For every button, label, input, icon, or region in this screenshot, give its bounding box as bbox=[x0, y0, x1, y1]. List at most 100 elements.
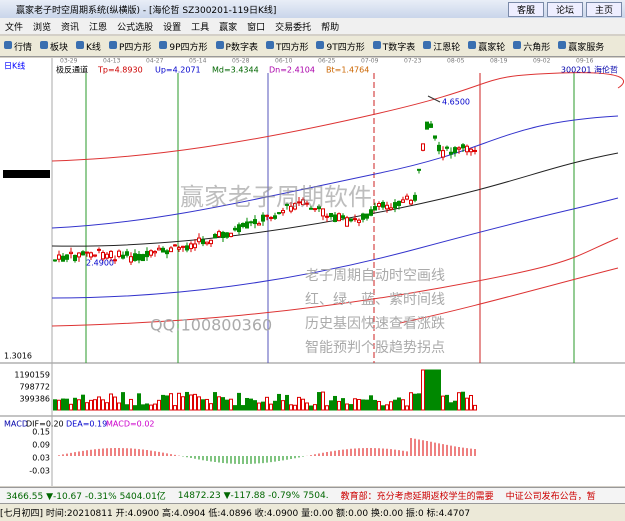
volume-bar bbox=[137, 393, 141, 411]
volume-bar bbox=[449, 402, 453, 411]
title-button[interactable]: 论坛 bbox=[546, 1, 583, 17]
candle bbox=[461, 144, 465, 149]
candle bbox=[401, 199, 405, 203]
ticker: 3466.55 ▼-10.67 -0.31% 5404.01亿 14872.23 … bbox=[0, 487, 625, 503]
date-label: 07-23 bbox=[404, 58, 422, 65]
menu-item[interactable]: 工具 bbox=[191, 22, 210, 33]
tool-button[interactable]: P数字表 bbox=[215, 40, 258, 53]
slogan: 历史基因快速查看涨跌 bbox=[305, 315, 445, 332]
volume-bar bbox=[141, 404, 145, 411]
tool-button[interactable]: 9T四方形 bbox=[316, 40, 365, 53]
menu-item[interactable]: 浏览 bbox=[33, 22, 52, 33]
candle bbox=[441, 150, 445, 158]
menu-item[interactable]: 帮助 bbox=[321, 22, 340, 33]
volume-bar bbox=[401, 399, 405, 411]
menu-item[interactable]: 公式选股 bbox=[117, 22, 154, 33]
volume-bar bbox=[333, 395, 337, 411]
menu-item[interactable]: 文件 bbox=[5, 22, 24, 33]
candle bbox=[289, 205, 293, 212]
volume-bar bbox=[405, 405, 409, 411]
time-lines bbox=[85, 73, 575, 363]
menu-item[interactable]: 窗口 bbox=[247, 22, 266, 33]
tool-button[interactable]: 赢家服务 bbox=[558, 40, 604, 53]
window-title: 赢家老子时空周期系统(纵横版) - [海伦哲 SZ300201-119日K线] bbox=[16, 5, 277, 16]
volume-bar bbox=[173, 405, 177, 411]
date-label: 07-09 bbox=[361, 58, 379, 65]
tool-button[interactable]: K线 bbox=[76, 40, 101, 53]
volume-bar bbox=[321, 391, 325, 411]
volume-bar bbox=[293, 404, 297, 411]
volume-bar bbox=[161, 394, 165, 411]
volume-bar bbox=[145, 403, 149, 411]
candle bbox=[105, 253, 109, 259]
slogan: 红、绿、蓝、紫时间线 bbox=[305, 292, 445, 308]
param: Bt=1.4764 bbox=[326, 66, 369, 75]
candle bbox=[341, 215, 345, 219]
volume-bar bbox=[269, 403, 273, 411]
menu-item[interactable]: 设置 bbox=[163, 22, 182, 33]
volume-bar bbox=[433, 369, 437, 411]
date-label: 09-16 bbox=[576, 58, 594, 65]
tool-button[interactable]: 板块 bbox=[40, 40, 68, 53]
volume-bar bbox=[65, 398, 69, 411]
menu-item[interactable]: 资讯 bbox=[61, 22, 80, 33]
candle bbox=[409, 199, 413, 205]
candle bbox=[377, 203, 381, 207]
tool-button[interactable]: 赢家轮 bbox=[468, 40, 505, 53]
candle bbox=[229, 232, 233, 238]
candle bbox=[161, 247, 165, 253]
tool-button[interactable]: 9P四方形 bbox=[159, 40, 208, 53]
menu-item[interactable]: 江恩 bbox=[89, 22, 108, 33]
tool-button[interactable]: 六角形 bbox=[513, 40, 550, 53]
volume-bar bbox=[353, 398, 357, 411]
menu-item[interactable]: 赢家 bbox=[219, 22, 238, 33]
tool-button[interactable]: T四方形 bbox=[265, 40, 308, 53]
macd-param: DEA=0.19 bbox=[66, 420, 107, 429]
title-button[interactable]: 客服 bbox=[507, 1, 544, 17]
volume-bar bbox=[349, 404, 353, 411]
candle bbox=[169, 247, 173, 253]
volume-bar bbox=[277, 393, 281, 411]
candle bbox=[217, 231, 221, 237]
candle bbox=[309, 207, 313, 210]
volume-bar bbox=[57, 399, 61, 411]
candle bbox=[273, 215, 277, 219]
date-label: 09-02 bbox=[533, 58, 551, 65]
qq: QQ:100800360 bbox=[150, 316, 272, 335]
candle bbox=[381, 201, 385, 208]
candle bbox=[445, 146, 449, 149]
tool-button[interactable]: 江恩轮 bbox=[423, 40, 460, 53]
volume-bar bbox=[409, 392, 413, 411]
volume-bar bbox=[249, 398, 253, 411]
title-bar: 赢家老子时空周期系统(纵横版) - [海伦哲 SZ300201-119日K线] 客… bbox=[0, 0, 625, 18]
volume-bar bbox=[369, 395, 373, 411]
volume-bar bbox=[437, 369, 441, 411]
volume-bar bbox=[325, 405, 329, 411]
status-text: [七月初四] 时间:20210811 开:4.0900 高:4.0904 低:4… bbox=[0, 509, 471, 519]
candles bbox=[53, 120, 477, 265]
param: Md=3.4344 bbox=[212, 66, 259, 75]
candle bbox=[201, 239, 205, 245]
chart: 日K线 极反通道 300201 海伦哲 4.6500 2.4900 1.3016… bbox=[0, 58, 625, 486]
candle bbox=[353, 218, 357, 221]
volume-bar bbox=[273, 400, 277, 411]
candle bbox=[457, 147, 461, 150]
candle bbox=[185, 245, 189, 251]
candle bbox=[149, 250, 153, 256]
tool-button[interactable]: P四方形 bbox=[108, 40, 151, 53]
candle bbox=[101, 252, 105, 260]
volume-bar bbox=[233, 405, 237, 411]
tool-button[interactable]: T数字表 bbox=[372, 40, 415, 53]
menu-item[interactable]: 交易委托 bbox=[275, 22, 312, 33]
volume-bar bbox=[201, 399, 205, 411]
volume-bar bbox=[373, 399, 377, 411]
candle bbox=[225, 232, 229, 238]
date-label: 04-27 bbox=[146, 58, 164, 65]
tool-button[interactable]: 行情 bbox=[4, 40, 32, 53]
title-button[interactable]: 主页 bbox=[585, 1, 622, 17]
volume-bar bbox=[205, 398, 209, 411]
candle bbox=[177, 247, 181, 250]
volume-bar bbox=[425, 369, 429, 411]
macd-param: DIF=0.20 bbox=[26, 420, 64, 429]
